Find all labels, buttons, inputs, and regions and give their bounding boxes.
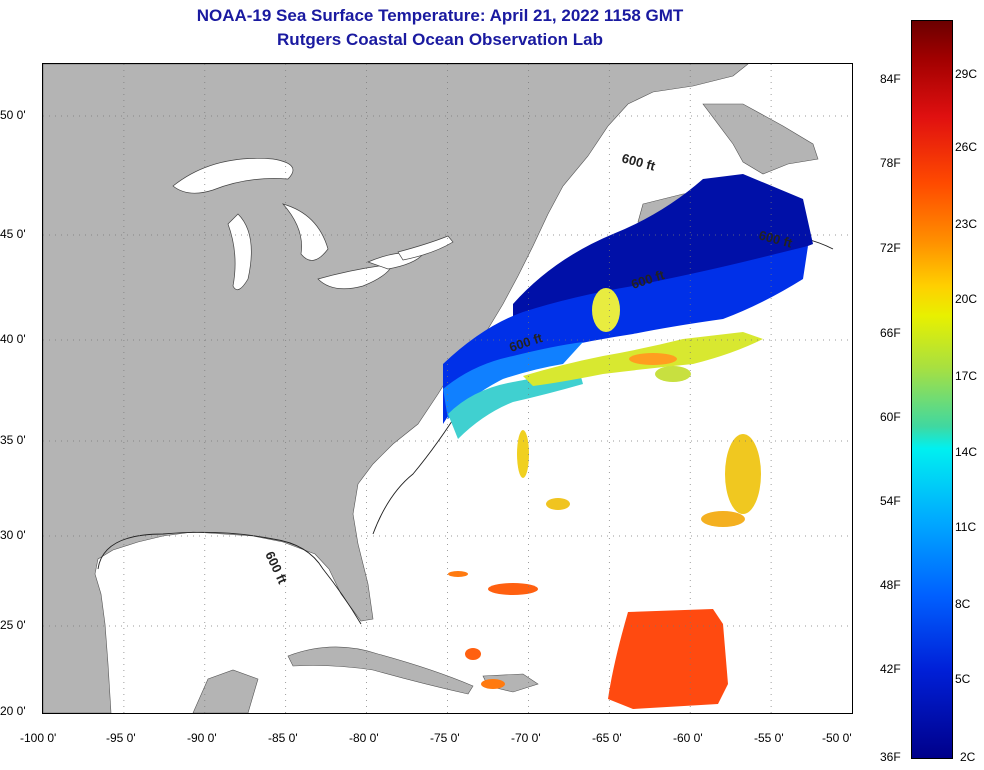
lon-tick-label: -90 0' <box>187 731 217 745</box>
colorbar-fahrenheit-label: 48F <box>880 578 901 592</box>
colorbar-celsius-label: 26C <box>955 140 978 154</box>
colorbar-celsius-label: 14C <box>955 445 978 459</box>
lon-tick-label: -55 0' <box>754 731 784 745</box>
map-subtitle: Rutgers Coastal Ocean Observation Lab <box>277 30 603 49</box>
lat-tick-label: 50 0' <box>0 108 26 122</box>
land-newfoundland <box>702 103 819 175</box>
colorbar-celsius-label: 29C <box>955 67 978 81</box>
lat-tick-label: 40 0' <box>0 332 26 346</box>
lat-tick-label: 20 0' <box>0 704 26 718</box>
sst-map: 600 ft 600 ft 600 ft 600 ft 600 ft <box>42 63 853 714</box>
sst-map-canvas: 600 ft 600 ft 600 ft 600 ft 600 ft <box>43 64 852 713</box>
graticule <box>43 64 852 713</box>
colorbar-celsius-label: 5C <box>955 672 971 686</box>
colorbar-fahrenheit-label: 72F <box>880 241 901 255</box>
colorbar-celsius-label: 23C <box>955 217 978 231</box>
colorbar-fahrenheit-label: 78F <box>880 156 901 170</box>
sst-data <box>443 174 813 709</box>
lon-tick-label: -95 0' <box>106 731 136 745</box>
lon-tick-label: -100 0' <box>20 731 57 745</box>
colorbar-fahrenheit-label: 60F <box>880 410 901 424</box>
contour-label-600ft: 600 ft <box>262 549 290 587</box>
colorbar-fahrenheit-label: 36F <box>880 750 901 764</box>
temperature-colorbar <box>911 20 953 759</box>
lat-tick-label: 35 0' <box>0 433 26 447</box>
lon-tick-label: -65 0' <box>592 731 622 745</box>
great-lakes <box>172 158 454 291</box>
colorbar-celsius-label: 2C <box>960 750 976 764</box>
colorbar-celsius-label: 8C <box>955 597 971 611</box>
land-yucatan <box>192 669 259 713</box>
map-title: NOAA-19 Sea Surface Temperature: April 2… <box>196 6 684 25</box>
lon-tick-label: -70 0' <box>511 731 541 745</box>
colorbar-celsius-label: 17C <box>955 369 978 383</box>
lon-tick-label: -60 0' <box>673 731 703 745</box>
colorbar-fahrenheit-label: 54F <box>880 494 901 508</box>
lat-tick-label: 25 0' <box>0 618 26 632</box>
lat-tick-label: 45 0' <box>0 227 26 241</box>
lon-tick-label: -85 0' <box>268 731 298 745</box>
colorbar-fahrenheit-label: 84F <box>880 72 901 86</box>
colorbar-fahrenheit-label: 66F <box>880 326 901 340</box>
colorbar-celsius-label: 11C <box>955 520 977 534</box>
land-cuba <box>287 646 474 695</box>
colorbar-celsius-label: 20C <box>955 292 978 306</box>
land-north-america <box>43 64 749 713</box>
contour-label-600ft: 600 ft <box>620 150 657 173</box>
lon-tick-label: -80 0' <box>349 731 379 745</box>
colorbar-fahrenheit-label: 42F <box>880 662 901 676</box>
lon-tick-label: -50 0' <box>822 731 852 745</box>
lon-tick-label: -75 0' <box>430 731 460 745</box>
lat-tick-label: 30 0' <box>0 528 26 542</box>
